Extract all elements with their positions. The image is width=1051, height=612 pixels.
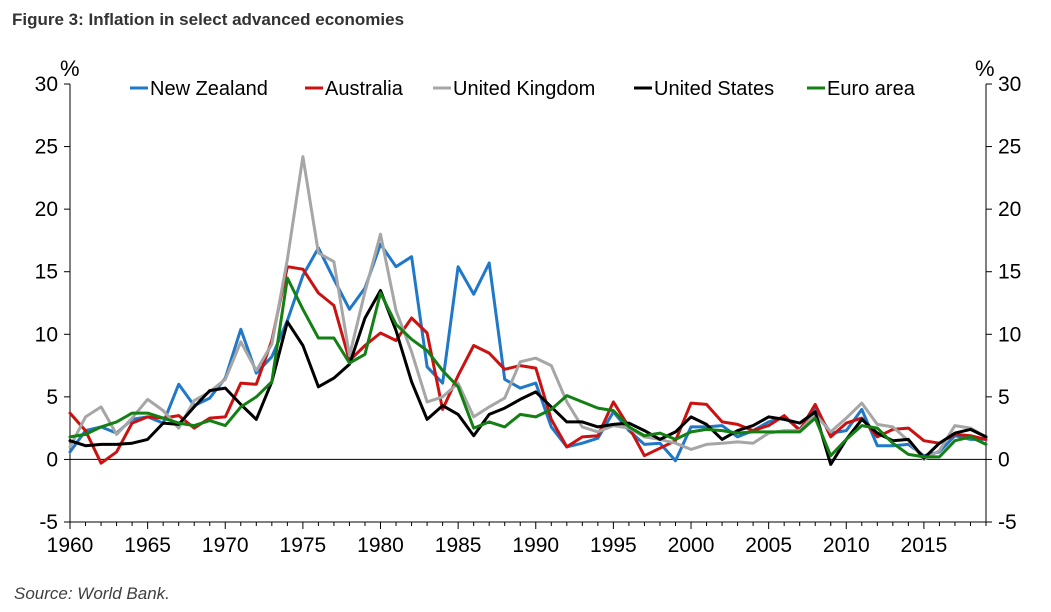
legend-label: United Kingdom xyxy=(453,78,595,100)
legend-label: United States xyxy=(654,78,774,100)
y-tick-label-right: -5 xyxy=(998,511,1017,534)
y-tick-label-right: 15 xyxy=(998,261,1021,284)
x-tick-label: 2005 xyxy=(745,534,792,557)
y-axis-label-left: % xyxy=(60,56,80,81)
x-tick-label: 1990 xyxy=(512,534,559,557)
legend: New Zealand Australia United Kingdom United… xyxy=(130,78,916,100)
y-tick-label-right: 25 xyxy=(998,136,1021,159)
series-line-united-kingdom xyxy=(68,155,988,461)
y-tick-label-right: 0 xyxy=(998,448,1010,471)
series-line-australia xyxy=(68,265,988,465)
source-note: Source: World Bank. xyxy=(14,584,170,603)
series-line-united-states xyxy=(68,289,988,466)
legend-label: Australia xyxy=(325,78,404,100)
x-tick-label: 1980 xyxy=(357,534,404,557)
x-tick-label: 2010 xyxy=(823,534,870,557)
y-tick-label-left: 25 xyxy=(35,136,58,159)
y-tick-label-left: -5 xyxy=(39,511,58,534)
y-tick-label-left: 30 xyxy=(35,73,58,96)
y-tick-label-left: 20 xyxy=(35,198,58,221)
series-line-new-zealand xyxy=(68,242,988,463)
y-tick-label-left: 10 xyxy=(35,323,58,346)
x-tick-label: 1975 xyxy=(280,534,327,557)
legend-label: Euro area xyxy=(827,78,916,100)
figure-title: Figure 3: Inflation in select advanced e… xyxy=(12,10,405,29)
x-tick-label: 1970 xyxy=(202,534,249,557)
x-tick-label: 1985 xyxy=(435,534,482,557)
legend-label: New Zealand xyxy=(150,78,268,100)
axes-layer: -5 -5 0 0 5 5 10 10 15 15 20 20 25 25 30 30 1960 1965 1970… xyxy=(35,73,1022,557)
y-tick-label-right: 5 xyxy=(998,386,1010,409)
y-tick-label-left: 5 xyxy=(46,386,58,409)
x-tick-label: 1960 xyxy=(47,534,94,557)
series-line-euro-area xyxy=(68,276,988,459)
x-tick-label: 2015 xyxy=(901,534,948,557)
y-axis-label-right: % xyxy=(975,56,995,81)
y-tick-label-right: 10 xyxy=(998,323,1021,346)
y-tick-label-right: 20 xyxy=(998,198,1021,221)
y-tick-label-right: 30 xyxy=(998,73,1021,96)
y-tick-label-left: 0 xyxy=(46,448,58,471)
x-tick-label: 1995 xyxy=(590,534,637,557)
x-tick-label: 2000 xyxy=(668,534,715,557)
series-layer xyxy=(68,155,988,466)
y-tick-label-left: 15 xyxy=(35,261,58,284)
x-tick-label: 1965 xyxy=(124,534,171,557)
